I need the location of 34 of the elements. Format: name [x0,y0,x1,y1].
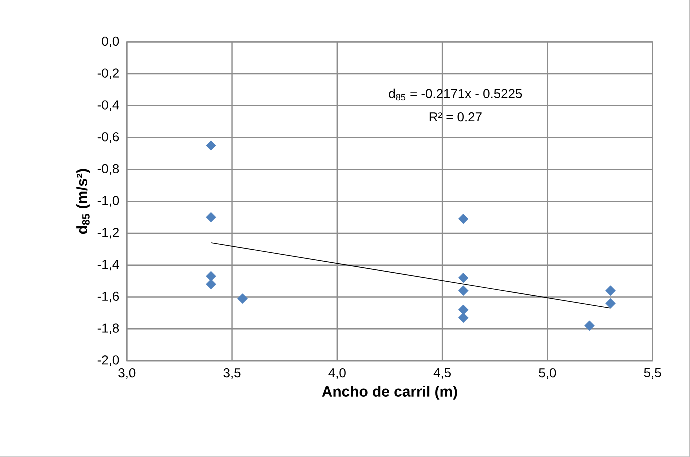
annotation: R² = 0.27 [430,112,482,122]
y-tick-label: -1,6 [98,292,120,303]
y-tick-label: -0,4 [98,100,120,112]
x-tick-label: 4,5 [434,368,451,379]
y-tick-label: 0,0 [102,36,120,48]
y-tick-label: -1,0 [98,196,120,207]
point [606,298,616,309]
y-axis-title: d$_{85}$ (m/s²) [76,169,90,234]
y-tick-label: -0,6 [98,132,120,144]
point [458,312,469,324]
x-tick-label: 4,0 [328,368,346,380]
point [458,286,469,296]
point [458,214,469,224]
y-tick-label: -2,0 [98,356,120,366]
y-tick-label: -0,2 [98,68,119,80]
x-tick-label: 5,0 [539,368,556,380]
y-tick-label: -1,8 [98,324,120,334]
y-tick-label: -1,4 [98,260,120,271]
x-axis-title: Ancho de carril (m) [322,386,458,400]
point [458,272,469,284]
point [206,279,216,290]
point [458,304,469,316]
point [238,294,248,304]
point [206,212,216,223]
point [206,140,216,151]
point [206,271,216,282]
y-tick-label: -1,2 [98,228,119,239]
x-tick-label: 5,5 [644,368,662,379]
annotation: d$_{85}$ = -0.2171x - 0.5225 [389,88,522,101]
y-tick-label: -0,8 [98,164,120,175]
point [606,286,616,296]
x-tick-label: 3,0 [118,368,136,380]
point [584,320,595,332]
x-tick-label: 3,5 [224,368,241,380]
